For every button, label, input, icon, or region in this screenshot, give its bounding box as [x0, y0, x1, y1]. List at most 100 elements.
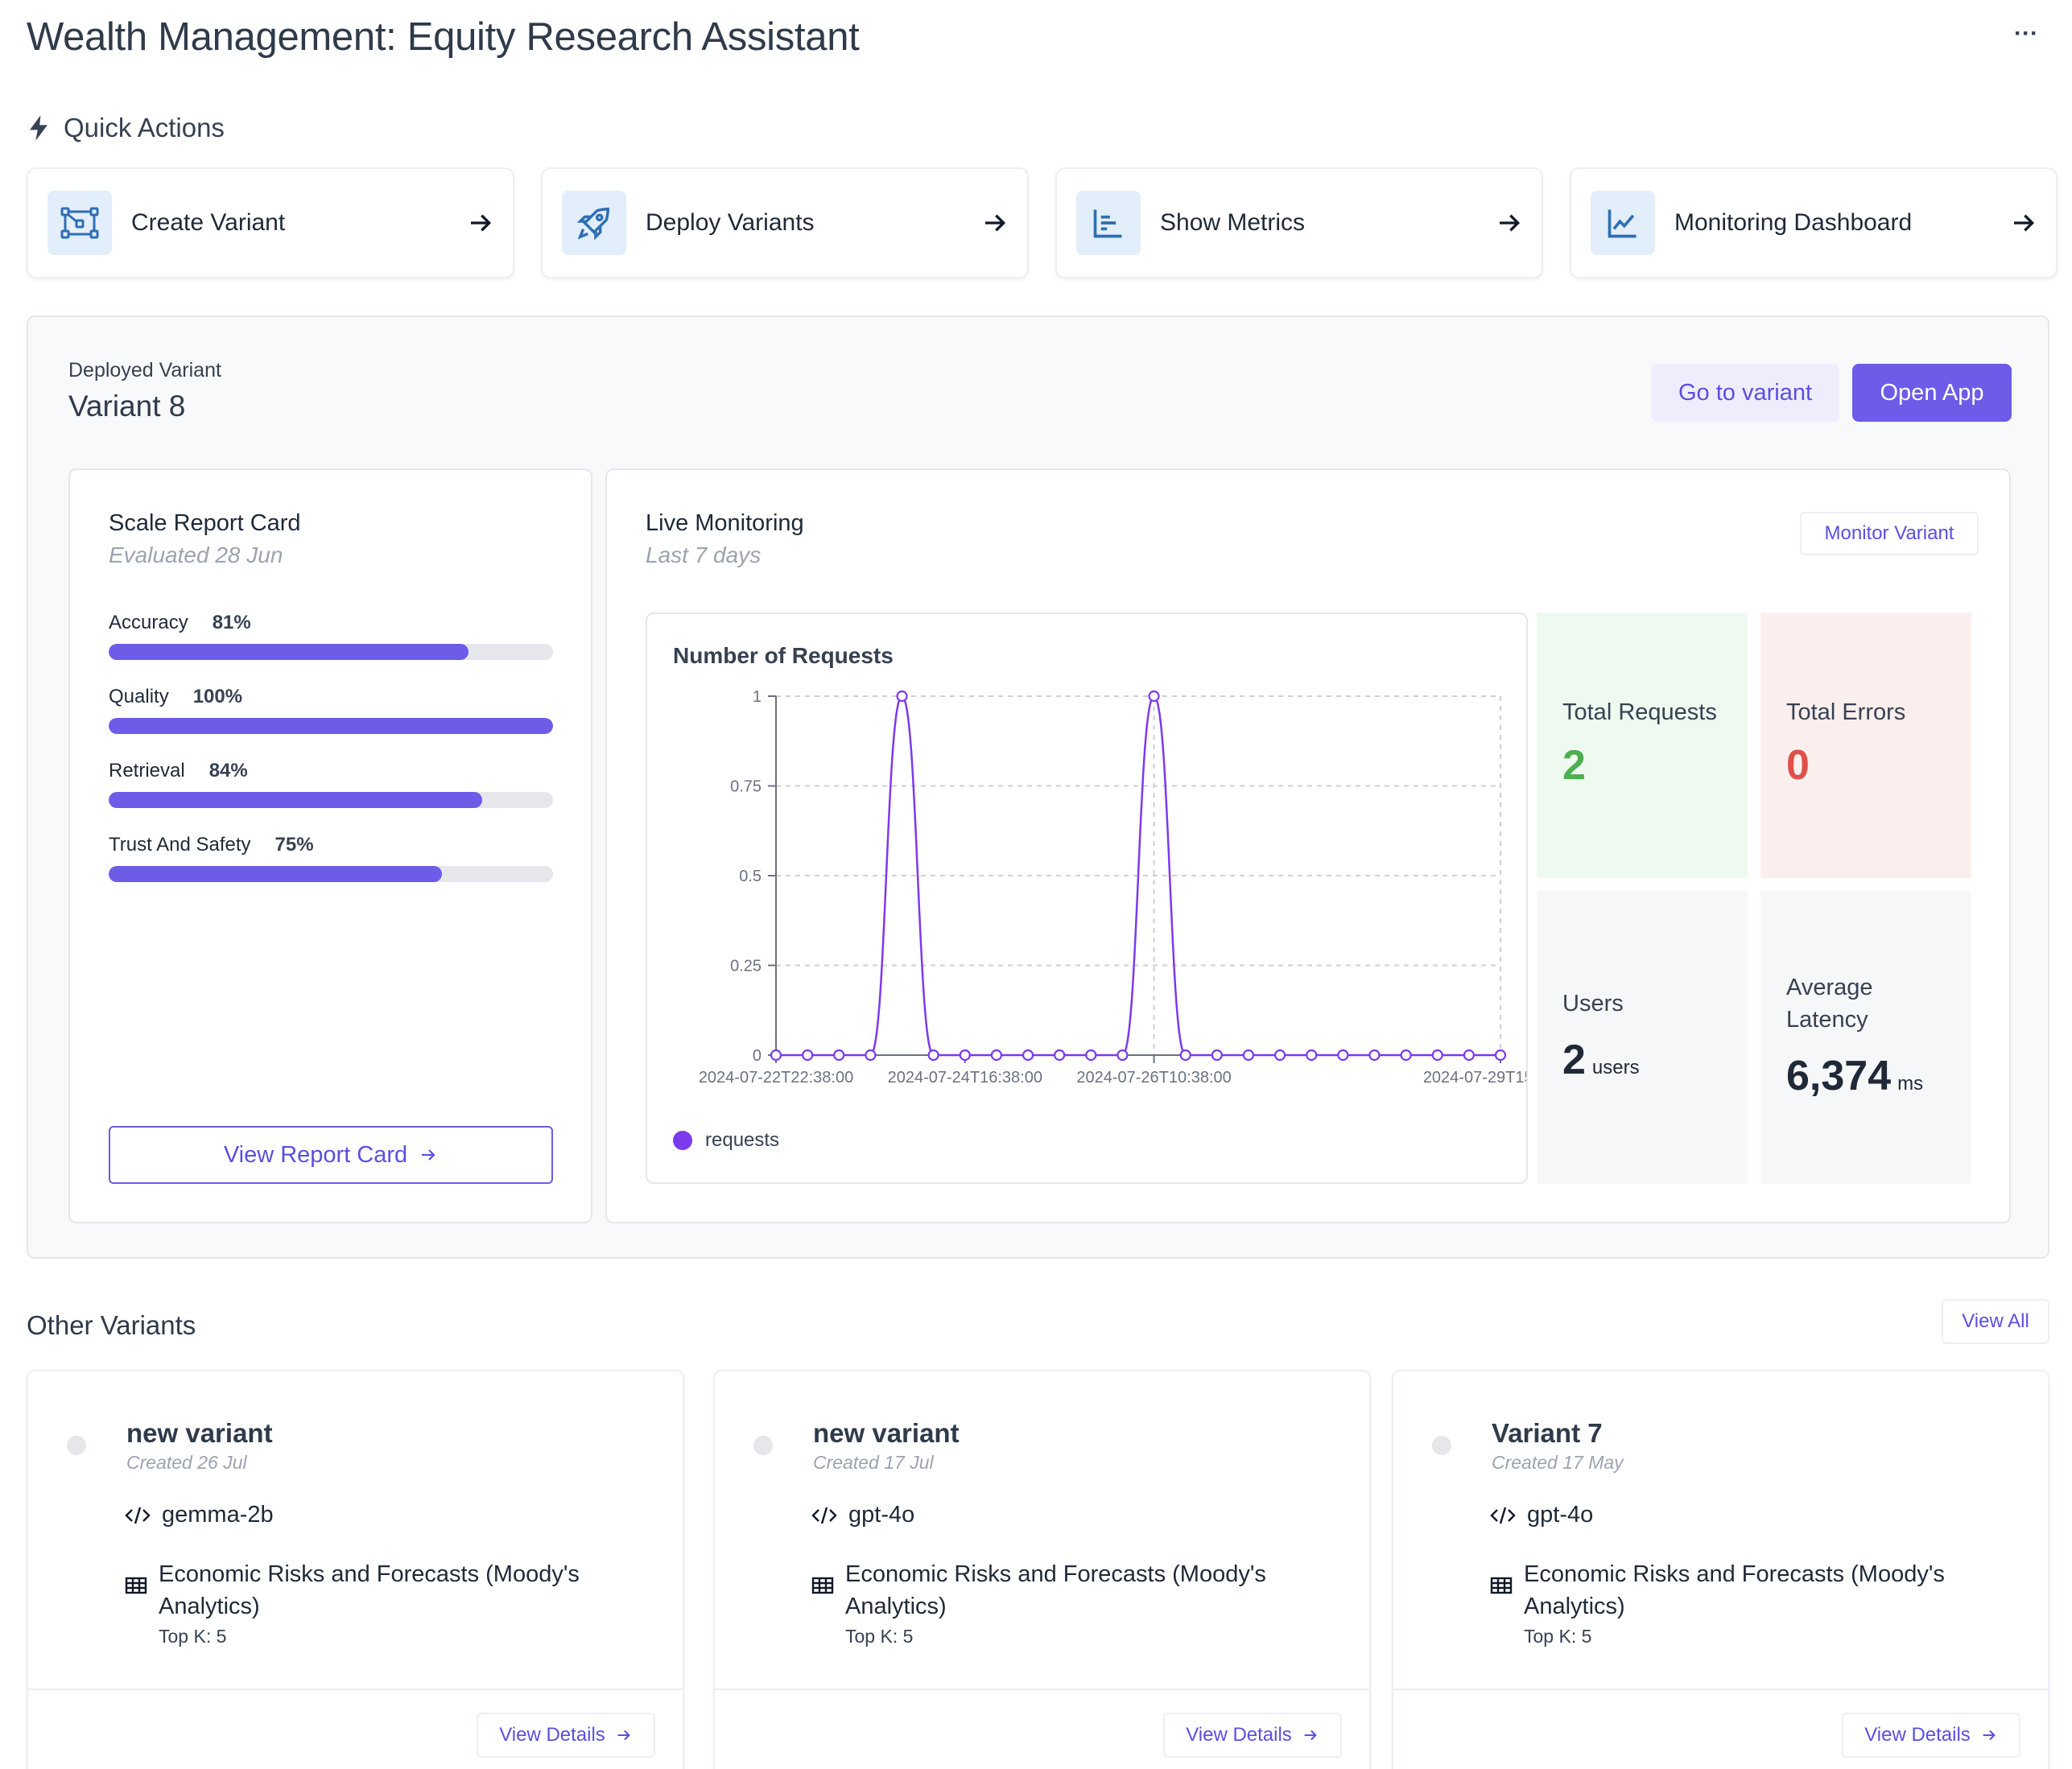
x-tick-label: 2024-07-29T15:38:00 — [1423, 1069, 1526, 1087]
requests-point — [1368, 1049, 1381, 1062]
live-monitoring-subtitle: Last 7 days — [646, 542, 762, 567]
latency-unit: ms — [1897, 1073, 1924, 1095]
requests-point — [1242, 1049, 1255, 1062]
variant-created: Created 17 Jul — [813, 1452, 934, 1473]
stat-value: 6,374 ms — [1786, 1052, 1923, 1100]
metric-accuracy: Accuracy 81% — [109, 612, 553, 660]
view-details-button[interactable]: View Details — [477, 1713, 655, 1758]
requests-point — [959, 1049, 971, 1062]
lightning-icon — [30, 115, 47, 141]
report-card-subtitle: Evaluated 28 Jun — [109, 542, 283, 567]
view-details-label: View Details — [1186, 1724, 1292, 1746]
page-title: Wealth Management: Equity Research Assis… — [27, 15, 860, 59]
requests-point — [1337, 1049, 1349, 1062]
live-monitoring-panel: Live Monitoring Last 7 days Monitor Vari… — [605, 468, 2011, 1223]
line-chart-icon — [1591, 191, 1655, 255]
more-options-button[interactable]: ··· — [2014, 20, 2038, 47]
metric-label: Quality — [109, 686, 169, 707]
requests-point — [1494, 1049, 1507, 1062]
view-details-button[interactable]: View Details — [1163, 1713, 1342, 1758]
requests-point — [1054, 1049, 1066, 1062]
variant-data-source: Economic Risks and Forecasts (Moody's An… — [125, 1558, 609, 1647]
metric-trust-and-safety: Trust And Safety 75% — [109, 834, 553, 882]
metric-value: 84% — [208, 760, 248, 781]
variant-card[interactable]: new variant Created 26 Jul gemma-2b Econ… — [27, 1370, 684, 1769]
report-card-title: Scale Report Card — [109, 510, 301, 536]
code-icon — [811, 1507, 837, 1524]
metric-value: 81% — [212, 612, 251, 633]
requests-point — [802, 1049, 814, 1062]
status-dot — [67, 1436, 86, 1455]
variant-created: Created 26 Jul — [126, 1452, 247, 1473]
deploy-variants-card[interactable]: Deploy Variants — [541, 167, 1029, 278]
status-dot — [1432, 1436, 1451, 1455]
arrow-right-icon — [2014, 214, 2035, 232]
code-icon — [1490, 1507, 1516, 1524]
latency-label-line2: Latency — [1786, 1007, 1868, 1033]
x-tick-label: 2024-07-26T10:38:00 — [1076, 1069, 1231, 1087]
monitor-variant-button[interactable]: Monitor Variant — [1800, 512, 1979, 555]
data-source-name: Economic Risks and Forecasts (Moody's An… — [845, 1561, 1266, 1619]
progress-bar — [109, 792, 553, 808]
arrow-right-icon — [1500, 214, 1521, 232]
requests-point — [1179, 1049, 1191, 1062]
metric-value: 100% — [192, 686, 243, 707]
top-k: Top K: 5 — [845, 1626, 914, 1647]
requests-point — [1400, 1049, 1412, 1062]
stat-label: Total Requests — [1562, 699, 1717, 725]
go-to-variant-button[interactable]: Go to variant — [1651, 364, 1839, 422]
table-icon — [1490, 1577, 1513, 1594]
legend-dot — [673, 1131, 692, 1150]
arrow-right-icon — [1983, 1730, 1996, 1741]
view-report-card-button[interactable]: View Report Card — [109, 1126, 553, 1184]
metric-retrieval: Retrieval 84% — [109, 760, 553, 808]
deploy-variants-label: Deploy Variants — [646, 209, 815, 236]
card-divider — [715, 1689, 1369, 1690]
open-app-button[interactable]: Open App — [1852, 364, 2012, 422]
chart-legend: requests — [673, 1129, 779, 1152]
view-all-button[interactable]: View All — [1942, 1299, 2049, 1344]
variant-model: gpt-4o — [811, 1502, 914, 1528]
requests-point — [1306, 1049, 1318, 1062]
requests-point — [1431, 1049, 1443, 1062]
requests-point — [833, 1049, 845, 1062]
y-tick-label: 0 — [753, 1047, 762, 1065]
requests-point — [1116, 1049, 1129, 1062]
requests-point — [1148, 690, 1160, 703]
users-count: 2 — [1562, 1037, 1586, 1083]
metric-label: Retrieval — [109, 760, 185, 781]
top-k: Top K: 5 — [159, 1626, 227, 1647]
variant-name: Variant 7 — [1492, 1418, 1603, 1448]
total-errors-stat: Total Errors 0 — [1760, 612, 1971, 878]
progress-fill — [109, 644, 469, 660]
variant-name: new variant — [126, 1418, 273, 1448]
progress-bar — [109, 866, 553, 882]
quick-actions-label: Quick Actions — [64, 113, 225, 142]
requests-point — [927, 1049, 939, 1062]
model-name: gemma-2b — [162, 1502, 274, 1528]
arrow-right-icon — [985, 214, 1006, 232]
monitoring-dashboard-label: Monitoring Dashboard — [1674, 209, 1913, 236]
variant-name: new variant — [813, 1418, 960, 1448]
requests-point — [1463, 1049, 1475, 1062]
variant-data-source: Economic Risks and Forecasts (Moody's An… — [1490, 1558, 1975, 1647]
report-card-panel: Scale Report Card Evaluated 28 Jun Accur… — [68, 468, 592, 1223]
monitoring-dashboard-card[interactable]: Monitoring Dashboard — [1570, 167, 2058, 278]
progress-fill — [109, 718, 553, 734]
requests-point — [1085, 1049, 1097, 1062]
view-details-label: View Details — [499, 1724, 605, 1746]
x-tick-label: 2024-07-24T16:38:00 — [888, 1069, 1042, 1087]
view-details-button[interactable]: View Details — [1842, 1713, 2020, 1758]
show-metrics-card[interactable]: Show Metrics — [1055, 167, 1543, 278]
show-metrics-label: Show Metrics — [1160, 209, 1306, 236]
metric-label: Accuracy — [109, 612, 188, 633]
table-icon — [811, 1577, 834, 1594]
progress-fill — [109, 792, 482, 808]
variant-card[interactable]: Variant 7 Created 17 May gpt-4o Economic… — [1392, 1370, 2049, 1769]
create-variant-card[interactable]: Create Variant — [27, 167, 514, 278]
variant-card[interactable]: new variant Created 17 Jul gpt-4o Econom… — [713, 1370, 1371, 1769]
latency-value: 6,374 — [1786, 1053, 1892, 1099]
requests-point — [770, 1049, 782, 1062]
view-details-label: View Details — [1864, 1724, 1971, 1746]
requests-chart: Number of Requests 0 0.25 0.5 0.75 1 2024-07-… — [646, 612, 1528, 1184]
